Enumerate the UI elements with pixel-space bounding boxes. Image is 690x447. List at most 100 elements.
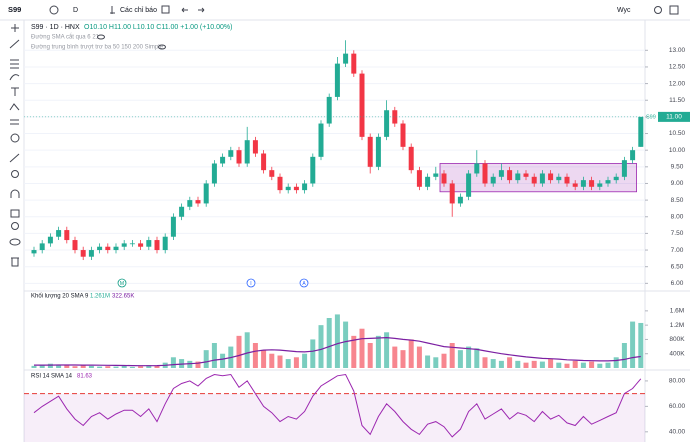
indicator-legend: Đường trung bình trượt trơ ba 50 150 200… [31,45,164,51]
icon-tool[interactable] [10,133,20,143]
volume-bar [589,361,595,368]
indicators-button[interactable]: Các chỉ báo [120,6,157,14]
volume-title: Khối lượng 20 SMA 9 [31,294,89,300]
volume-bar [359,328,365,368]
y-tick-label: 400K [669,350,685,357]
candle-body [638,116,644,147]
volume-bar [56,364,62,368]
event-marker [117,278,127,288]
candle-body [457,196,463,204]
volume-bar [630,321,636,368]
indicator-legend: Đường SMA cắt qua 6 21 [31,34,100,41]
crosshair-tool[interactable] [11,24,19,32]
candle-body [220,156,226,164]
delete-tool[interactable] [11,257,19,267]
fullscreen-button[interactable] [669,5,679,15]
text-tool[interactable] [11,87,19,96]
candle-body [293,186,299,191]
volume-bar [351,335,357,368]
volume-bar [31,365,37,368]
symbol-button[interactable]: S99 [8,5,21,14]
visibility-toggle[interactable] [158,44,166,50]
candle-body [474,163,480,174]
candle-body [605,180,611,184]
candle-body [375,136,381,167]
candle-body [179,206,185,217]
volume-bar [441,353,447,368]
volume-bar [80,364,86,368]
last-price-tag [658,111,690,122]
visibility-toggle[interactable] [97,34,105,40]
candle-body [269,170,275,177]
candle-body [228,150,234,157]
event-marker [299,278,309,288]
event-label: A [302,281,306,287]
volume-bar [293,357,299,368]
volume-bar [482,357,488,368]
y-tick-label: 6.00 [671,280,684,287]
volume-bar [39,365,45,368]
volume-bar [318,325,324,368]
plot-layer: 6.00 6.50 7.00 7.50 8.00 8.50 9.00 9.50 10.00 10.… [24,40,690,442]
settings-button[interactable] [654,6,662,14]
volume-bar [154,365,160,368]
undo-button[interactable] [181,7,188,13]
candle-body [334,63,340,97]
volume-bar [97,366,103,368]
candle-body [359,73,365,137]
candle-body [384,110,390,137]
candle-body [416,170,422,187]
brush-tool[interactable] [9,74,20,81]
hide-tool[interactable] [11,222,19,230]
layout-button[interactable] [161,5,170,14]
zoom-tool[interactable] [11,170,19,178]
indicator-icon [110,6,115,14]
volume-bar [138,366,144,368]
volume-bar [105,366,111,368]
pattern-tool[interactable] [9,103,20,111]
add-symbol[interactable] [49,5,59,15]
candle-body [343,53,349,64]
redo-button[interactable] [198,7,205,13]
magnet-tool[interactable] [10,189,20,198]
candle-body [187,200,193,207]
y-tick-label: 13.00 [669,47,686,54]
volume-bar [621,343,627,368]
volume-bar [613,357,619,368]
volume-bar [449,343,455,368]
volume-sma-line [34,336,641,367]
volume-bar [367,343,373,368]
volume-bar [334,314,340,368]
volume-bar [548,359,554,368]
user-menu[interactable]: Wyc [617,7,631,14]
candle-body [326,96,332,124]
chart-title: S99 · 1D · HNX [31,24,80,31]
y-tick-label: 8.00 [671,213,684,220]
candle-body [195,200,201,204]
candle-body [621,160,627,177]
fib-tool[interactable] [10,59,19,69]
y-tick-label: 6.50 [671,263,684,270]
rsi-title: RSI 14 SMA 14 [31,374,73,380]
volume-value: 1.261M [90,294,110,300]
top-toolbar [0,0,690,20]
volume-bar [400,350,406,368]
eye-tool[interactable] [9,238,21,246]
prediction-tool[interactable] [10,119,19,125]
trendline-tool[interactable] [9,39,20,49]
y-tick-label: 1.2M [670,322,684,329]
rsi-line [33,373,642,438]
volume-bar [433,357,439,368]
volume-bar [277,355,283,368]
candle-body [490,176,496,184]
interval-button[interactable]: D [73,7,78,14]
lock-tool[interactable] [10,209,20,218]
y-tick-label: 60.00 [669,403,686,410]
measure-tool[interactable] [9,153,20,163]
candle-body [277,176,283,191]
candle-body [72,240,78,251]
candle-body [105,246,111,251]
volume-bar [539,361,545,368]
volume-bar [47,363,53,368]
candle-body [367,136,373,167]
